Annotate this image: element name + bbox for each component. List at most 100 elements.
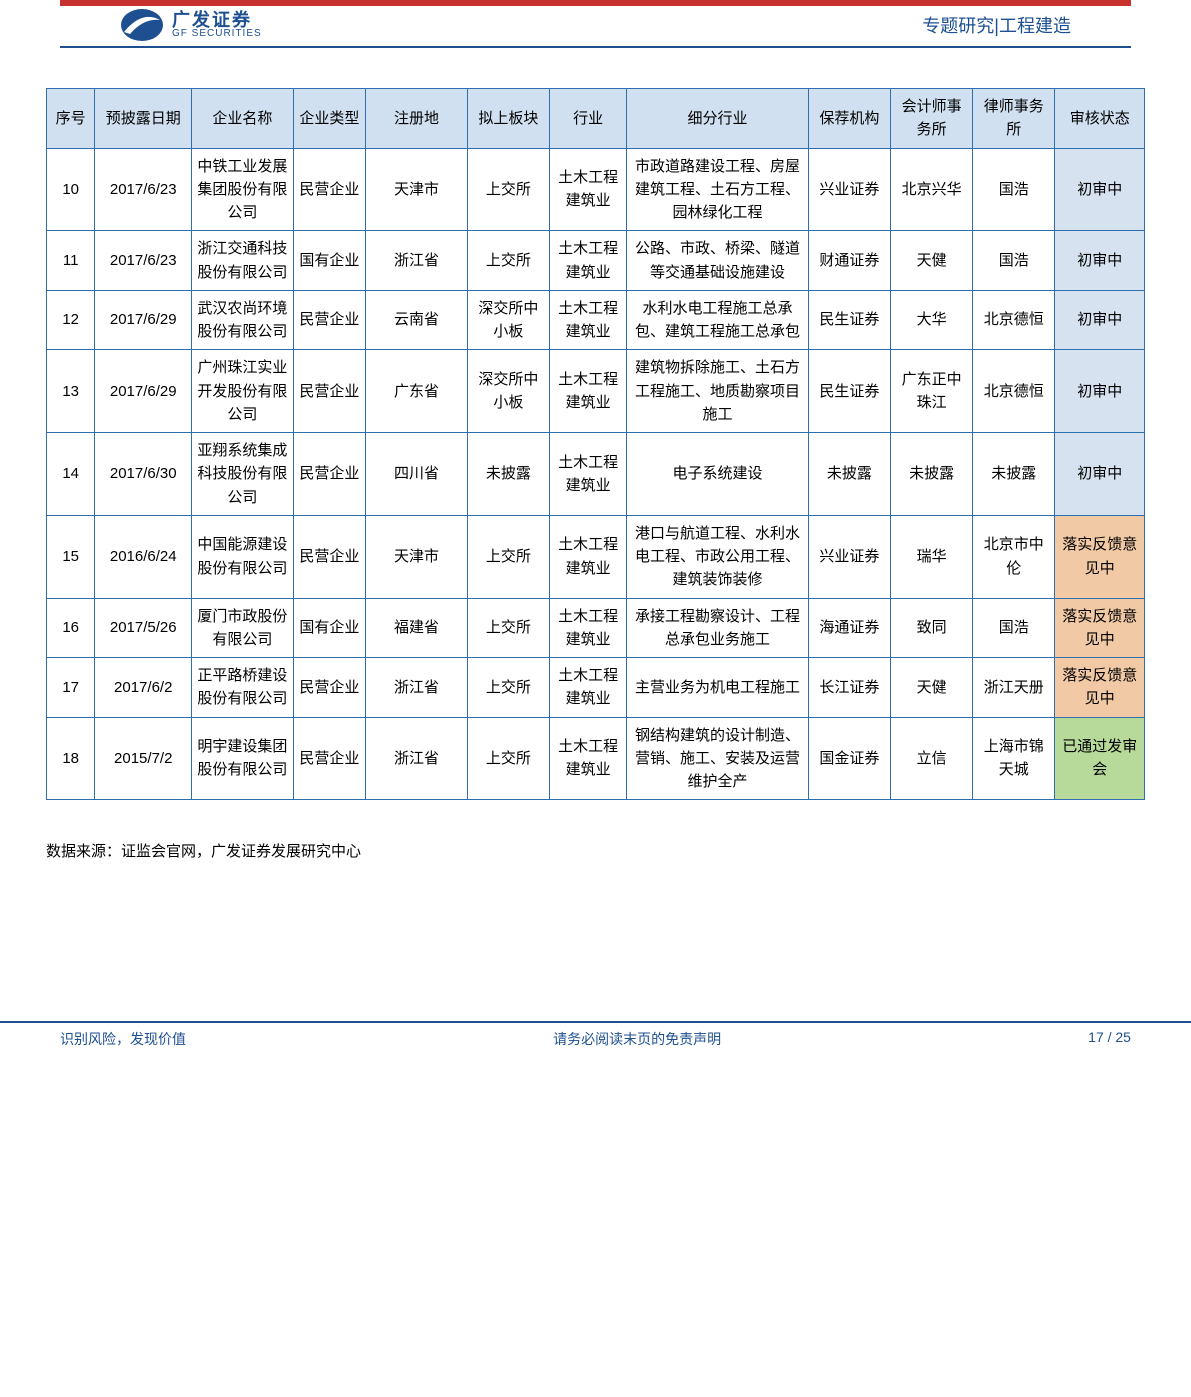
table-cell-sub: 公路、市政、桥梁、隧道等交通基础设施建设 — [627, 231, 808, 291]
table-cell-bank: 财通证券 — [808, 231, 890, 291]
table-cell-status: 初审中 — [1055, 350, 1145, 433]
table-cell-law: 北京德恒 — [973, 290, 1055, 350]
table-cell-status: 初审中 — [1055, 148, 1145, 231]
table-cell-seq: 16 — [47, 598, 95, 658]
table-row: 182015/7/2明宇建设集团股份有限公司民营企业浙江省上交所土木工程建筑业钢… — [47, 717, 1145, 800]
table-cell-type: 民营企业 — [293, 433, 366, 516]
table-cell-seq: 12 — [47, 290, 95, 350]
table-column-header: 保荐机构 — [808, 89, 890, 149]
table-cell-bank: 海通证券 — [808, 598, 890, 658]
table-cell-plate: 上交所 — [467, 658, 549, 718]
table-cell-name: 浙江交通科技股份有限公司 — [192, 231, 294, 291]
table-column-header: 审核状态 — [1055, 89, 1145, 149]
table-cell-seq: 13 — [47, 350, 95, 433]
table-header-row: 序号预披露日期企业名称企业类型注册地拟上板块行业细分行业保荐机构会计师事务所律师… — [47, 89, 1145, 149]
table-cell-date: 2017/6/29 — [95, 290, 192, 350]
table-cell-seq: 14 — [47, 433, 95, 516]
table-cell-status: 初审中 — [1055, 231, 1145, 291]
table-cell-name: 中国能源建设股份有限公司 — [192, 515, 294, 598]
table-cell-plate: 深交所中小板 — [467, 290, 549, 350]
table-cell-reg: 四川省 — [366, 433, 468, 516]
table-cell-acc: 天健 — [890, 231, 972, 291]
table-cell-law: 国浩 — [973, 148, 1055, 231]
ipo-status-table: 序号预披露日期企业名称企业类型注册地拟上板块行业细分行业保荐机构会计师事务所律师… — [46, 88, 1145, 800]
table-cell-sub: 主营业务为机电工程施工 — [627, 658, 808, 718]
table-cell-type: 国有企业 — [293, 598, 366, 658]
table-column-header: 细分行业 — [627, 89, 808, 149]
table-cell-ind: 土木工程建筑业 — [549, 148, 626, 231]
table-cell-sub: 港口与航道工程、水利水电工程、市政公用工程、建筑装饰装修 — [627, 515, 808, 598]
header-row: 广发证券 GF SECURITIES 专题研究|工程建造 — [60, 8, 1131, 48]
table-cell-seq: 11 — [47, 231, 95, 291]
table-cell-name: 中铁工业发展集团股份有限公司 — [192, 148, 294, 231]
table-cell-acc: 北京兴华 — [890, 148, 972, 231]
table-body: 102017/6/23中铁工业发展集团股份有限公司民营企业天津市上交所土木工程建… — [47, 148, 1145, 800]
table-cell-sub: 电子系统建设 — [627, 433, 808, 516]
header-accent-bar — [60, 0, 1131, 6]
table-cell-name: 广州珠江实业开发股份有限公司 — [192, 350, 294, 433]
table-row: 162017/5/26厦门市政股份有限公司国有企业福建省上交所土木工程建筑业承接… — [47, 598, 1145, 658]
table-cell-type: 民营企业 — [293, 515, 366, 598]
table-column-header: 律师事务所 — [973, 89, 1055, 149]
table-cell-plate: 上交所 — [467, 148, 549, 231]
table-cell-law: 上海市锦天城 — [973, 717, 1055, 800]
table-cell-seq: 10 — [47, 148, 95, 231]
table-row: 112017/6/23浙江交通科技股份有限公司国有企业浙江省上交所土木工程建筑业… — [47, 231, 1145, 291]
table-cell-date: 2017/5/26 — [95, 598, 192, 658]
table-cell-date: 2017/6/23 — [95, 148, 192, 231]
table-cell-status: 初审中 — [1055, 433, 1145, 516]
table-cell-name: 明宇建设集团股份有限公司 — [192, 717, 294, 800]
table-cell-law: 国浩 — [973, 598, 1055, 658]
table-row: 122017/6/29武汉农尚环境股份有限公司民营企业云南省深交所中小板土木工程… — [47, 290, 1145, 350]
table-cell-plate: 上交所 — [467, 231, 549, 291]
table-cell-ind: 土木工程建筑业 — [549, 231, 626, 291]
table-cell-date: 2017/6/2 — [95, 658, 192, 718]
table-cell-name: 正平路桥建设股份有限公司 — [192, 658, 294, 718]
table-column-header: 行业 — [549, 89, 626, 149]
table-cell-type: 民营企业 — [293, 350, 366, 433]
table-cell-sub: 钢结构建筑的设计制造、营销、施工、安装及运营维护全产 — [627, 717, 808, 800]
page-footer: 识别风险，发现价值 请务必阅读末页的免责声明 17 / 25 — [0, 1021, 1191, 1079]
table-head: 序号预披露日期企业名称企业类型注册地拟上板块行业细分行业保荐机构会计师事务所律师… — [47, 89, 1145, 149]
table-column-header: 拟上板块 — [467, 89, 549, 149]
table-cell-seq: 15 — [47, 515, 95, 598]
page-root: 广发证券 GF SECURITIES 专题研究|工程建造 序号预披露日期企业名称… — [0, 0, 1191, 1079]
table-cell-sub: 水利水电工程施工总承包、建筑工程施工总承包 — [627, 290, 808, 350]
table-cell-bank: 未披露 — [808, 433, 890, 516]
table-cell-law: 北京市中伦 — [973, 515, 1055, 598]
table-cell-type: 民营企业 — [293, 717, 366, 800]
table-cell-date: 2017/6/29 — [95, 350, 192, 433]
table-cell-reg: 广东省 — [366, 350, 468, 433]
table-cell-law: 未披露 — [973, 433, 1055, 516]
logo-en: GF SECURITIES — [172, 29, 262, 39]
table-cell-ind: 土木工程建筑业 — [549, 433, 626, 516]
table-cell-ind: 土木工程建筑业 — [549, 658, 626, 718]
table-cell-name: 亚翔系统集成科技股份有限公司 — [192, 433, 294, 516]
table-cell-sub: 承接工程勘察设计、工程总承包业务施工 — [627, 598, 808, 658]
table-cell-reg: 天津市 — [366, 515, 468, 598]
logo-text: 广发证券 GF SECURITIES — [172, 11, 262, 39]
table-cell-plate: 上交所 — [467, 717, 549, 800]
table-cell-sub: 市政道路建设工程、房屋建筑工程、土石方工程、园林绿化工程 — [627, 148, 808, 231]
table-cell-acc: 广东正中珠江 — [890, 350, 972, 433]
table-cell-date: 2015/7/2 — [95, 717, 192, 800]
table-cell-plate: 深交所中小板 — [467, 350, 549, 433]
table-cell-status: 落实反馈意见中 — [1055, 598, 1145, 658]
table-cell-name: 武汉农尚环境股份有限公司 — [192, 290, 294, 350]
table-cell-law: 浙江天册 — [973, 658, 1055, 718]
table-cell-status: 落实反馈意见中 — [1055, 515, 1145, 598]
table-row: 102017/6/23中铁工业发展集团股份有限公司民营企业天津市上交所土木工程建… — [47, 148, 1145, 231]
table-cell-seq: 17 — [47, 658, 95, 718]
table-cell-type: 民营企业 — [293, 658, 366, 718]
table-cell-law: 北京德恒 — [973, 350, 1055, 433]
table-cell-acc: 天健 — [890, 658, 972, 718]
table-cell-status: 落实反馈意见中 — [1055, 658, 1145, 718]
doc-category: 专题研究|工程建造 — [922, 12, 1071, 38]
table-row: 152016/6/24中国能源建设股份有限公司民营企业天津市上交所土木工程建筑业… — [47, 515, 1145, 598]
table-cell-plate: 上交所 — [467, 598, 549, 658]
table-cell-type: 民营企业 — [293, 290, 366, 350]
table-cell-bank: 国金证券 — [808, 717, 890, 800]
table-cell-reg: 浙江省 — [366, 231, 468, 291]
table-cell-sub: 建筑物拆除施工、土石方工程施工、地质勘察项目施工 — [627, 350, 808, 433]
table-column-header: 序号 — [47, 89, 95, 149]
